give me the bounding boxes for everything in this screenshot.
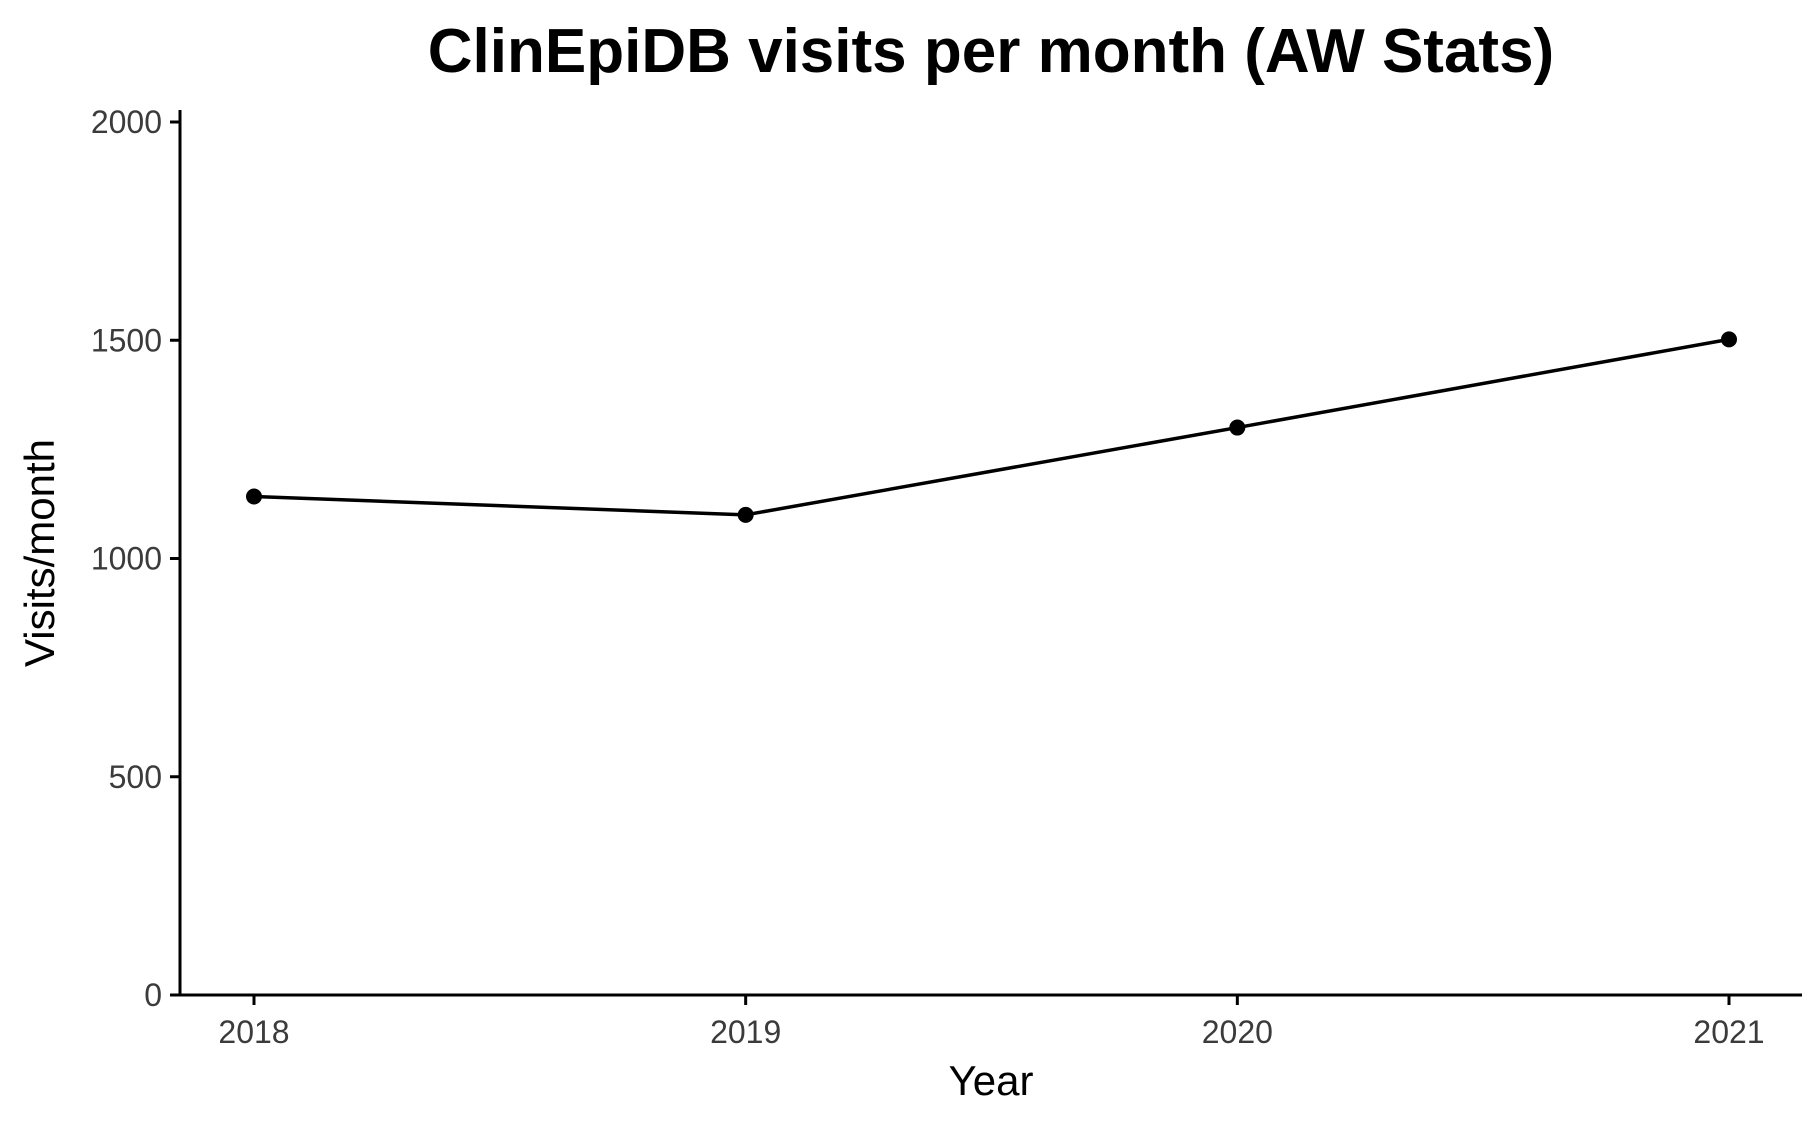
series-group	[246, 331, 1737, 523]
x-tick-label: 2018	[218, 1014, 289, 1050]
x-tick-label: 2020	[1202, 1014, 1273, 1050]
chart-title: ClinEpiDB visits per month (AW Stats)	[428, 17, 1554, 86]
data-point	[1229, 419, 1246, 436]
y-tick-label: 500	[109, 759, 162, 795]
x-axis-label: Year	[949, 1057, 1034, 1104]
x-tick-label: 2021	[1693, 1014, 1764, 1050]
y-tick-label: 2000	[91, 104, 162, 140]
y-tick-label: 1500	[91, 322, 162, 358]
series-line	[253, 337, 1730, 517]
data-point	[246, 488, 262, 505]
y-axis-label: Visits/month	[16, 439, 63, 667]
x-tick-label: 2019	[710, 1014, 781, 1050]
y-tick-label: 0	[144, 977, 162, 1013]
x-axis: 2018 2019 2020 2021	[178, 993, 1802, 1050]
data-point	[737, 506, 754, 523]
data-point	[1721, 331, 1737, 348]
y-axis: 0 500 1000 1500 2000	[91, 104, 182, 1013]
y-tick-label: 1000	[91, 541, 162, 577]
